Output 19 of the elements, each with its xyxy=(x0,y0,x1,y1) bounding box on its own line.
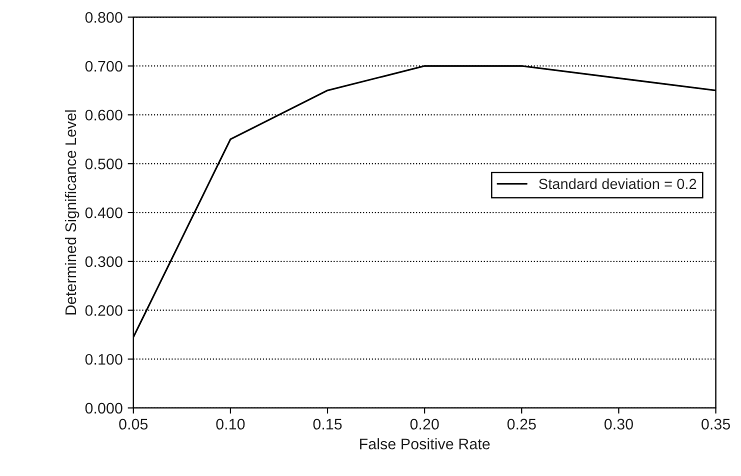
y-tick-label: 0.600 xyxy=(85,110,122,121)
y-tick-label: 0.700 xyxy=(85,60,122,72)
y-tick-label: 0.500 xyxy=(85,158,122,170)
x-tick-label: 0.35 xyxy=(702,418,730,430)
x-axis-title: False Positive Rate xyxy=(360,438,490,450)
x-tick-label: 0.25 xyxy=(507,418,536,430)
x-tick-label: 0.10 xyxy=(216,418,245,430)
y-tick-label: 0.800 xyxy=(85,12,122,23)
y-tick-label: 0.300 xyxy=(85,256,122,268)
y-tick-label: 0.000 xyxy=(85,402,122,414)
x-tick-label: 0.30 xyxy=(604,418,634,430)
y-tick-label: 0.400 xyxy=(85,207,122,218)
y-axis-title: Determined Significance Level xyxy=(64,110,80,314)
y-tick-label: 0.100 xyxy=(85,354,122,365)
y-tick-label: 0.200 xyxy=(85,305,122,316)
x-tick-label: 0.05 xyxy=(119,418,148,430)
legend-label: Standard deviation = 0.2 xyxy=(539,178,696,190)
x-tick-label: 0.15 xyxy=(313,418,342,430)
x-tick-label: 0.20 xyxy=(410,418,439,430)
